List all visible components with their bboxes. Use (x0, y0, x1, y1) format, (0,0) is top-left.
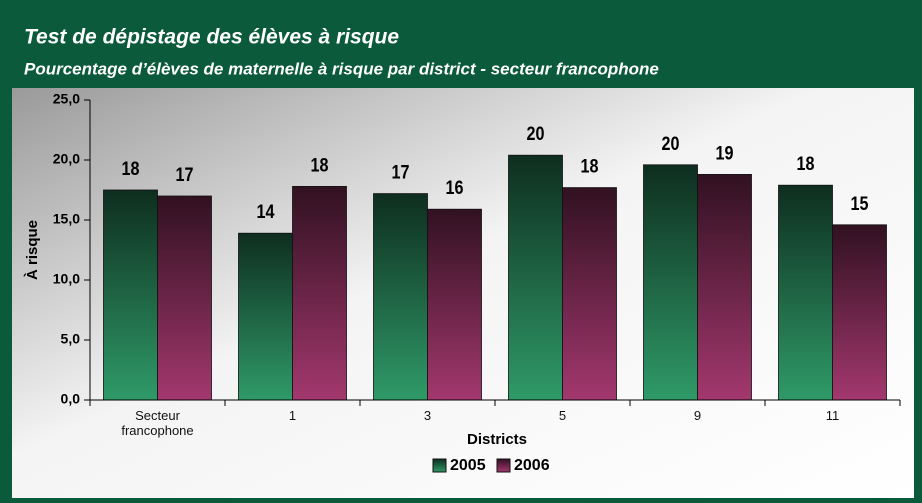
value-label: 20 (662, 133, 680, 155)
value-label: 15 (851, 193, 869, 215)
x-tick-label: 5 (558, 408, 567, 423)
value-label: 17 (176, 164, 194, 186)
legend-swatch (432, 458, 447, 473)
value-label: 18 (122, 158, 140, 180)
x-tick-label: 3 (423, 408, 432, 423)
y-tick-label: 25,0 (53, 91, 80, 107)
value-label: 20 (527, 123, 545, 145)
bar (292, 185, 347, 401)
bar (778, 184, 833, 401)
value-label: 18 (797, 153, 815, 175)
x-tick-label: 1 (288, 408, 297, 423)
value-label: 17 (392, 161, 410, 183)
value-label: 14 (257, 201, 275, 223)
bar (157, 195, 212, 401)
value-label: 18 (311, 154, 329, 176)
y-tick-label: 20,0 (53, 151, 80, 167)
bar (643, 164, 698, 401)
legend-label: 2006 (514, 457, 550, 474)
y-tick-label: 15,0 (53, 211, 80, 227)
y-tick-label: 10,0 (53, 271, 80, 287)
y-tick-label: 0,0 (61, 391, 81, 407)
legend-swatch (496, 458, 511, 473)
value-label: 19 (716, 142, 734, 164)
legend-label: 2005 (450, 457, 486, 474)
bar (697, 173, 752, 401)
x-tick-label: Secteur francophone (121, 408, 194, 438)
bar (238, 232, 293, 401)
value-label: 18 (581, 155, 599, 177)
bar (427, 208, 482, 401)
bar (562, 187, 617, 401)
x-tick-label: 9 (693, 408, 702, 423)
y-axis-label: À risque (24, 220, 41, 280)
y-tick-label: 5,0 (61, 331, 81, 347)
chart-subtitle: Pourcentage d’élèves de maternelle à ris… (24, 59, 659, 78)
value-label: 16 (446, 177, 464, 199)
x-axis-label: Districts (467, 431, 527, 448)
bar (508, 154, 563, 401)
bar (103, 189, 158, 401)
chart-title: Test de dépistage des élèves à risque (24, 26, 399, 49)
bar (373, 193, 428, 401)
bar (832, 224, 887, 401)
x-tick-label: 11 (825, 408, 840, 423)
